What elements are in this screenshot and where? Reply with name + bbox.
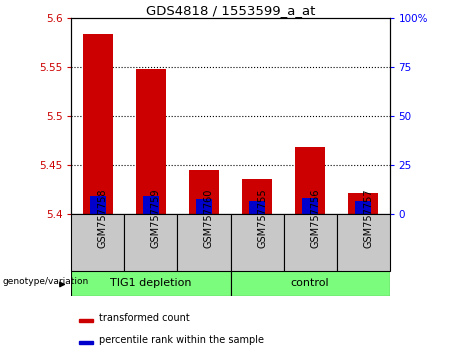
Bar (230, 271, 390, 296)
Text: TIG1 depletion: TIG1 depletion (110, 278, 192, 288)
Text: GSM757757: GSM757757 (363, 188, 373, 248)
Bar (337, 214, 390, 271)
Bar (136, 69, 165, 214)
Bar (230, 214, 284, 271)
Text: control: control (291, 278, 329, 288)
Text: percentile rank within the sample: percentile rank within the sample (99, 335, 264, 345)
Text: GSM757758: GSM757758 (98, 188, 108, 248)
Bar (79, 319, 93, 322)
Bar (189, 170, 219, 214)
Text: genotype/variation: genotype/variation (3, 278, 89, 286)
Bar (349, 193, 378, 214)
Bar (302, 199, 318, 214)
Bar (196, 199, 212, 214)
Text: GSM757760: GSM757760 (204, 188, 214, 248)
Text: GSM757756: GSM757756 (310, 188, 320, 248)
Bar (124, 214, 177, 271)
Bar (90, 196, 106, 214)
Bar (71, 271, 230, 296)
Bar (79, 341, 93, 344)
Bar (242, 179, 272, 214)
Bar (71, 214, 124, 271)
Bar (355, 201, 371, 214)
Title: GDS4818 / 1553599_a_at: GDS4818 / 1553599_a_at (146, 4, 315, 17)
Bar (83, 34, 112, 214)
Text: transformed count: transformed count (99, 313, 189, 323)
Text: GSM757759: GSM757759 (151, 188, 161, 248)
Bar (177, 214, 230, 271)
Bar (296, 147, 325, 214)
Bar (284, 214, 337, 271)
Bar (249, 201, 265, 214)
Bar (143, 196, 159, 214)
Text: GSM757755: GSM757755 (257, 188, 267, 248)
